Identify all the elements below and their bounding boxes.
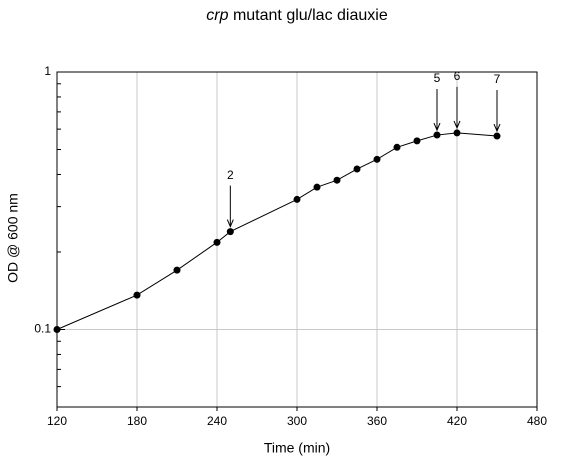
- chart-title: crp mutant glu/lac diauxie: [206, 7, 388, 24]
- data-point: [493, 132, 501, 140]
- data-point: [53, 325, 61, 333]
- x-tick-label: 360: [367, 414, 387, 428]
- x-tick-label: 180: [127, 414, 147, 428]
- data-point: [333, 176, 341, 184]
- annotation-label: 6: [454, 69, 461, 83]
- annotation-arrowhead: [226, 219, 234, 228]
- data-point: [453, 129, 461, 137]
- y-axis-label: OD @ 600 nm: [5, 193, 21, 283]
- annotation-arrowhead: [433, 122, 441, 132]
- y-tick-label: 0.1: [34, 322, 51, 336]
- plot-frame: [56, 71, 538, 408]
- x-tick-label: 120: [47, 414, 67, 428]
- data-point: [373, 155, 381, 163]
- data-point: [293, 195, 301, 203]
- annotation-label: 2: [227, 168, 234, 182]
- x-tick-label: 240: [207, 414, 227, 428]
- annotation-arrowhead: [493, 123, 501, 133]
- x-tick-label: 480: [527, 414, 547, 428]
- data-point: [173, 266, 181, 274]
- title-italic: crp: [206, 7, 228, 24]
- data-point: [133, 291, 141, 299]
- data-point: [226, 228, 234, 236]
- data-point: [213, 238, 221, 246]
- data-point: [413, 137, 421, 145]
- series-line: [56, 132, 498, 330]
- data-point: [353, 165, 361, 173]
- annotation-arrowhead: [453, 120, 461, 130]
- title-rest: mutant glu/lac diauxie: [233, 7, 388, 24]
- x-tick-label: 420: [447, 414, 467, 428]
- data-point: [433, 131, 441, 139]
- data-point: [313, 183, 321, 191]
- annotation-label: 5: [434, 71, 441, 85]
- y-tick-label: 1: [44, 64, 51, 78]
- annotation-label: 7: [494, 72, 501, 86]
- x-tick-label: 300: [287, 414, 307, 428]
- data-point: [393, 143, 401, 151]
- x-axis-label: Time (min): [264, 440, 330, 456]
